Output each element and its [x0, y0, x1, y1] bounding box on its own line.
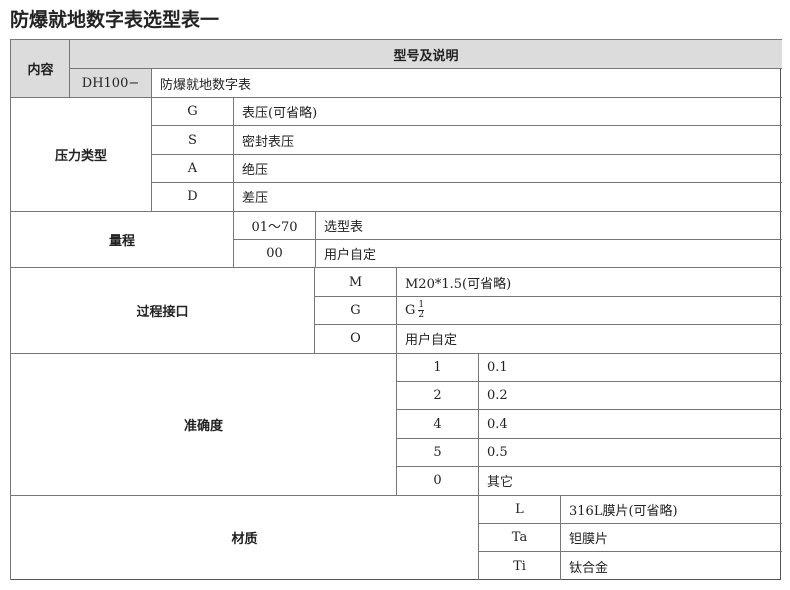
- option-desc: 316L膜片(可省略): [560, 494, 782, 523]
- option-desc: 用户自定: [315, 239, 782, 268]
- content-header: 内容: [10, 39, 70, 97]
- option-code: D: [151, 182, 233, 211]
- option-desc: 用户自定: [396, 324, 782, 353]
- option-code: Ti: [478, 551, 560, 580]
- option-code: G: [151, 97, 233, 126]
- model-code: DH100−: [69, 68, 151, 97]
- option-code: 1: [396, 352, 478, 381]
- page-title: 防爆就地数字表选型表一: [10, 9, 220, 31]
- option-code: O: [314, 324, 396, 353]
- option-code: 01～70: [233, 210, 315, 239]
- option-code: G: [314, 295, 396, 325]
- model-desc: 防爆就地数字表: [151, 68, 782, 97]
- section-label: 过程接口: [10, 267, 314, 353]
- fraction-prefix: G: [405, 302, 416, 318]
- option-desc: 密封表压: [233, 125, 782, 154]
- section-label: 量程: [10, 210, 233, 268]
- option-desc: 选型表: [315, 210, 782, 239]
- option-code: 4: [396, 409, 478, 438]
- option-desc: M20*1.5(可省略): [396, 267, 782, 296]
- option-desc: 0.5: [478, 437, 782, 467]
- option-code: A: [151, 153, 233, 183]
- option-desc: 钛合金: [560, 551, 782, 580]
- option-desc: 钽膜片: [560, 523, 782, 552]
- option-desc: 其它: [478, 466, 782, 495]
- model-header: 型号及说明: [69, 39, 782, 68]
- option-code: M: [314, 267, 396, 296]
- option-code: S: [151, 125, 233, 154]
- option-desc: 绝压: [233, 153, 782, 183]
- selection-table: 内容 型号及说明 DH100− 防爆就地数字表 压力类型 G 表压(可省略) S 密封表压 A 绝压…: [10, 39, 782, 580]
- section-label: 压力类型: [10, 97, 151, 211]
- option-code: 2: [396, 381, 478, 410]
- option-code: L: [478, 494, 560, 523]
- option-desc: 差压: [233, 182, 782, 211]
- option-desc: 0.4: [478, 409, 782, 438]
- section-label: 材质: [10, 494, 478, 580]
- option-desc: 0.2: [478, 381, 782, 410]
- option-code: 00: [233, 239, 315, 268]
- option-desc: 0.1: [478, 352, 782, 381]
- option-code: 0: [396, 466, 478, 495]
- section-label: 准确度: [10, 352, 396, 495]
- option-desc: 表压(可省略): [233, 97, 782, 126]
- option-code: 5: [396, 437, 478, 467]
- option-code: Ta: [478, 523, 560, 552]
